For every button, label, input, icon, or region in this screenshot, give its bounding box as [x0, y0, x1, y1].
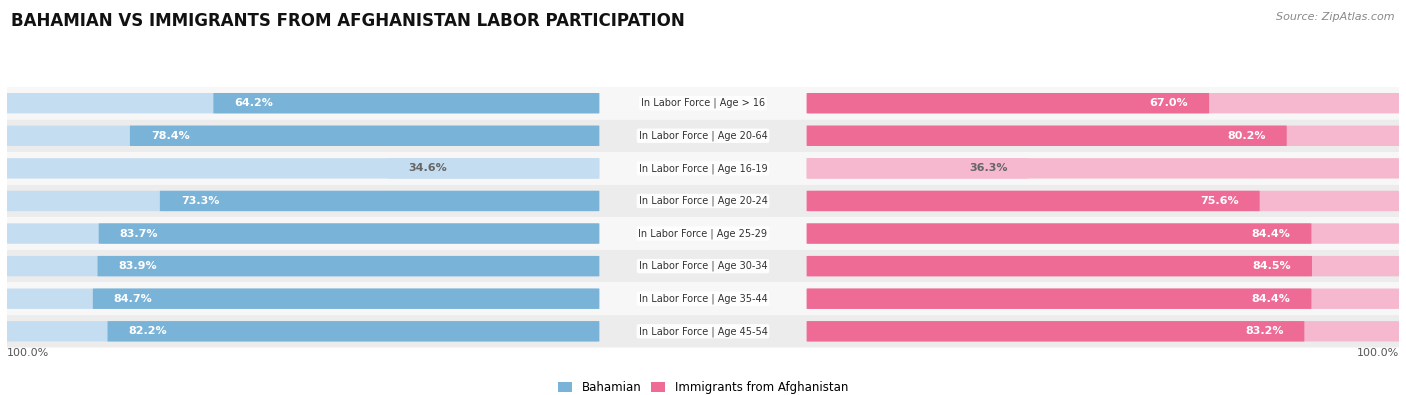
- FancyBboxPatch shape: [214, 93, 599, 113]
- Text: In Labor Force | Age 20-64: In Labor Force | Age 20-64: [638, 130, 768, 141]
- Text: In Labor Force | Age 35-44: In Labor Force | Age 35-44: [638, 293, 768, 304]
- Text: 34.6%: 34.6%: [408, 164, 447, 173]
- Text: In Labor Force | Age 16-19: In Labor Force | Age 16-19: [638, 163, 768, 174]
- Text: 67.0%: 67.0%: [1150, 98, 1188, 108]
- FancyBboxPatch shape: [160, 191, 599, 211]
- Text: 64.2%: 64.2%: [235, 98, 273, 108]
- Text: 83.2%: 83.2%: [1244, 326, 1284, 336]
- FancyBboxPatch shape: [129, 126, 599, 146]
- FancyBboxPatch shape: [807, 288, 1399, 309]
- Text: 84.5%: 84.5%: [1253, 261, 1291, 271]
- Text: 36.3%: 36.3%: [969, 164, 1008, 173]
- FancyBboxPatch shape: [807, 126, 1286, 146]
- Text: 73.3%: 73.3%: [181, 196, 219, 206]
- FancyBboxPatch shape: [807, 158, 1029, 179]
- Text: 80.2%: 80.2%: [1227, 131, 1265, 141]
- Text: 100.0%: 100.0%: [1357, 348, 1399, 358]
- FancyBboxPatch shape: [107, 321, 599, 342]
- Text: 78.4%: 78.4%: [150, 131, 190, 141]
- Text: BAHAMIAN VS IMMIGRANTS FROM AFGHANISTAN LABOR PARTICIPATION: BAHAMIAN VS IMMIGRANTS FROM AFGHANISTAN …: [11, 12, 685, 30]
- Text: Source: ZipAtlas.com: Source: ZipAtlas.com: [1277, 12, 1395, 22]
- Text: 84.7%: 84.7%: [114, 294, 152, 304]
- Text: In Labor Force | Age 20-24: In Labor Force | Age 20-24: [638, 196, 768, 206]
- FancyBboxPatch shape: [807, 93, 1399, 113]
- FancyBboxPatch shape: [807, 256, 1312, 276]
- FancyBboxPatch shape: [0, 185, 1406, 217]
- FancyBboxPatch shape: [7, 321, 599, 342]
- FancyBboxPatch shape: [807, 321, 1305, 342]
- FancyBboxPatch shape: [7, 191, 599, 211]
- FancyBboxPatch shape: [0, 250, 1406, 282]
- Legend: Bahamian, Immigrants from Afghanistan: Bahamian, Immigrants from Afghanistan: [554, 376, 852, 395]
- FancyBboxPatch shape: [388, 158, 599, 179]
- FancyBboxPatch shape: [0, 282, 1406, 315]
- FancyBboxPatch shape: [0, 315, 1406, 348]
- Text: 75.6%: 75.6%: [1201, 196, 1239, 206]
- FancyBboxPatch shape: [807, 126, 1399, 146]
- FancyBboxPatch shape: [807, 158, 1399, 179]
- FancyBboxPatch shape: [807, 223, 1312, 244]
- Text: 100.0%: 100.0%: [7, 348, 49, 358]
- FancyBboxPatch shape: [97, 256, 599, 276]
- Text: In Labor Force | Age 25-29: In Labor Force | Age 25-29: [638, 228, 768, 239]
- FancyBboxPatch shape: [807, 256, 1399, 276]
- Text: 84.4%: 84.4%: [1251, 294, 1291, 304]
- FancyBboxPatch shape: [807, 321, 1399, 342]
- FancyBboxPatch shape: [7, 256, 599, 276]
- Text: 84.4%: 84.4%: [1251, 229, 1291, 239]
- FancyBboxPatch shape: [7, 158, 599, 179]
- Text: In Labor Force | Age > 16: In Labor Force | Age > 16: [641, 98, 765, 109]
- FancyBboxPatch shape: [93, 288, 599, 309]
- FancyBboxPatch shape: [98, 223, 599, 244]
- FancyBboxPatch shape: [7, 223, 599, 244]
- FancyBboxPatch shape: [807, 191, 1399, 211]
- FancyBboxPatch shape: [0, 217, 1406, 250]
- Text: In Labor Force | Age 30-34: In Labor Force | Age 30-34: [638, 261, 768, 271]
- FancyBboxPatch shape: [0, 152, 1406, 184]
- FancyBboxPatch shape: [807, 191, 1260, 211]
- FancyBboxPatch shape: [7, 126, 599, 146]
- FancyBboxPatch shape: [7, 288, 599, 309]
- Text: In Labor Force | Age 45-54: In Labor Force | Age 45-54: [638, 326, 768, 337]
- FancyBboxPatch shape: [807, 288, 1312, 309]
- FancyBboxPatch shape: [807, 93, 1209, 113]
- FancyBboxPatch shape: [0, 87, 1406, 119]
- Text: 83.7%: 83.7%: [120, 229, 157, 239]
- Text: 83.9%: 83.9%: [118, 261, 157, 271]
- FancyBboxPatch shape: [7, 93, 599, 113]
- FancyBboxPatch shape: [0, 120, 1406, 152]
- FancyBboxPatch shape: [807, 223, 1399, 244]
- Text: 82.2%: 82.2%: [128, 326, 167, 336]
